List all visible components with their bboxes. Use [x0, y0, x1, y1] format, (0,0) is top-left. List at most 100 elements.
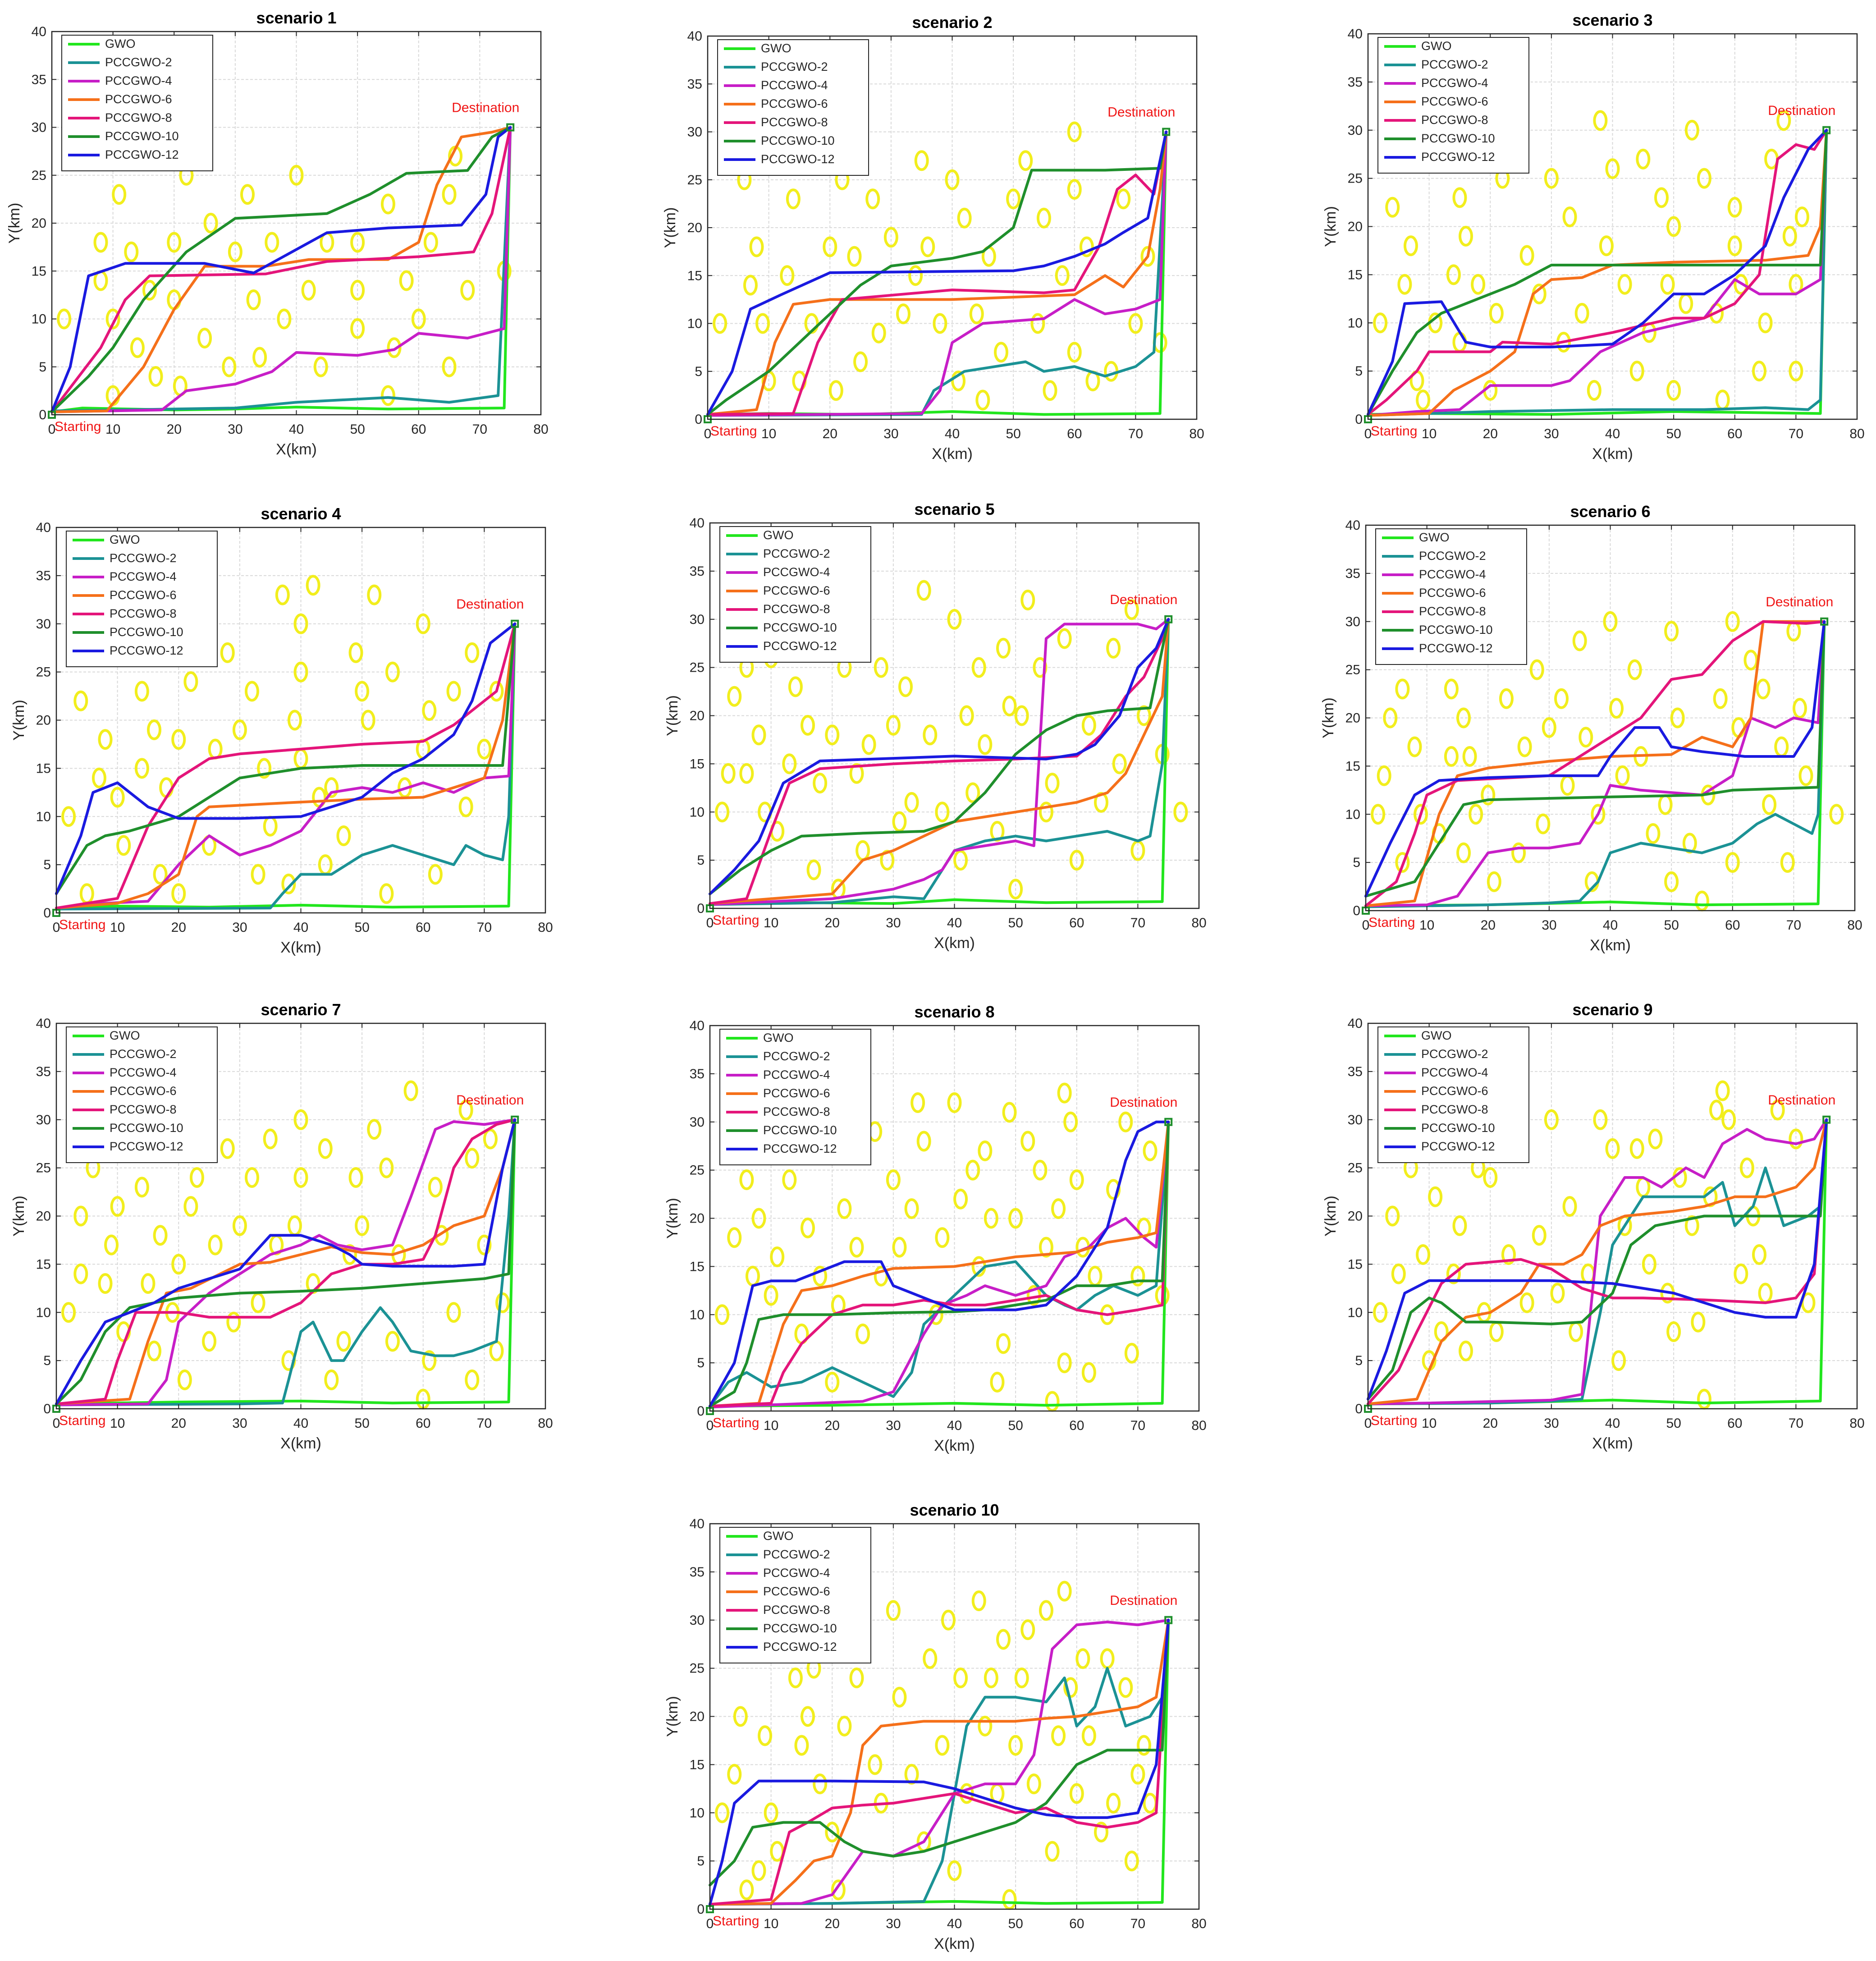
y-tick-label: 30 — [1345, 614, 1360, 629]
obstacle-marker — [1143, 1140, 1158, 1161]
obstacle-marker — [1452, 187, 1467, 208]
x-tick-label: 40 — [293, 1416, 308, 1431]
x-tick-label: 10 — [110, 1416, 125, 1431]
obstacle-marker — [1670, 707, 1685, 729]
x-tick-label: 40 — [1603, 918, 1618, 933]
y-tick-label: 30 — [687, 125, 702, 140]
obstacle-marker — [1511, 842, 1526, 863]
obstacle-marker — [751, 1860, 766, 1881]
series-line-pccgwo-4 — [50, 126, 512, 413]
obstacle-marker — [933, 313, 947, 334]
x-tick-label: 10 — [1422, 1416, 1437, 1431]
y-tick-label: 0 — [1353, 903, 1360, 918]
x-axis-label: X(km) — [1590, 937, 1631, 954]
obstacle-marker — [1130, 1764, 1145, 1785]
x-tick-label: 40 — [947, 916, 962, 930]
x-tick-label: 40 — [947, 1418, 962, 1433]
obstacle-marker — [1057, 1581, 1072, 1602]
y-tick-label: 35 — [1348, 75, 1363, 90]
obstacle-marker — [853, 351, 868, 372]
legend-label: PCCGWO-2 — [110, 551, 177, 565]
destination-marker — [1822, 1115, 1831, 1124]
obstacle-marker — [105, 308, 120, 330]
obstacle-marker — [1574, 302, 1589, 324]
legend-label: PCCGWO-4 — [1421, 1066, 1488, 1079]
x-tick-label: 20 — [171, 920, 186, 935]
series-line-pccgwo-2 — [1367, 1118, 1828, 1406]
destination-marker — [1822, 126, 1831, 134]
chart-panel-9: Starting Destination 0 10 20 30 40 50 60 70 80 0 5 10… — [1322, 1000, 1865, 1452]
obstacle-marker — [465, 1148, 480, 1169]
x-tick-label: 30 — [232, 1416, 247, 1431]
obstacle-marker — [953, 1188, 968, 1210]
series-line-pccgwo-6 — [709, 1618, 1170, 1906]
series-line-pccgwo-8 — [709, 618, 1170, 905]
obstacle-marker — [886, 1169, 901, 1190]
legend: GWO PCCGWO-2 PCCGWO-4 PCCGWO-6 PCCGWO-8 PCCGW… — [717, 39, 869, 176]
obstacle-marker — [1776, 110, 1791, 131]
obstacle-marker — [1829, 804, 1844, 825]
obstacle-marker — [1519, 1292, 1534, 1313]
obstacle-marker — [177, 1369, 192, 1390]
obstacle-marker — [755, 313, 770, 334]
obstacle-marker — [446, 1302, 461, 1323]
destination-marker — [511, 1115, 519, 1124]
y-tick-label: 5 — [39, 360, 46, 375]
series-line-pccgwo-4 — [709, 1120, 1170, 1409]
y-tick-label: 15 — [1348, 267, 1363, 282]
obstacle-marker — [355, 681, 370, 702]
series-line-gwo — [55, 1118, 517, 1406]
x-axis-label: X(km) — [934, 1935, 975, 1952]
legend-label: PCCGWO-2 — [763, 1049, 830, 1063]
legend-label: PCCGWO-2 — [110, 1047, 177, 1061]
legend-box — [66, 1026, 218, 1163]
legend: GWO PCCGWO-2 PCCGWO-4 PCCGWO-6 PCCGWO-8 PCCGW… — [719, 1527, 871, 1663]
legend-label: GWO — [105, 37, 136, 50]
obstacle-marker — [252, 347, 267, 368]
obstacle-marker — [990, 1371, 1005, 1393]
x-axis-label: X(km) — [276, 441, 317, 458]
y-tick-label: 30 — [1348, 123, 1363, 138]
y-tick-label: 40 — [1348, 1016, 1363, 1031]
legend-label: GWO — [763, 1031, 794, 1045]
obstacle-marker — [806, 859, 821, 880]
obstacle-marker — [399, 270, 414, 291]
obstacle-marker — [1648, 1128, 1663, 1150]
x-tick-label: 40 — [1605, 426, 1620, 441]
obstacle-marker — [1762, 794, 1777, 815]
obstacle-marker — [380, 385, 395, 406]
y-tick-label: 15 — [36, 1257, 51, 1272]
obstacle-marker — [477, 1234, 492, 1255]
obstacle-marker — [1094, 1822, 1108, 1842]
obstacle-marker — [886, 715, 901, 736]
obstacle-marker — [1416, 389, 1431, 411]
obstacle-marker — [1373, 312, 1388, 334]
series-line-pccgwo-10 — [1367, 1118, 1828, 1401]
y-axis-label: Y(km) — [1322, 1196, 1339, 1237]
x-tick-label: 30 — [232, 920, 247, 935]
obstacle-marker — [245, 681, 259, 702]
destination-marker — [1164, 615, 1173, 623]
obstacle-marker — [1452, 1215, 1467, 1236]
y-tick-label: 40 — [687, 29, 702, 44]
obstacle-marker — [984, 1668, 998, 1688]
obstacle-marker — [1782, 225, 1797, 247]
obstacle-marker — [73, 690, 88, 711]
x-tick-label: 30 — [1544, 1416, 1559, 1431]
y-tick-label: 35 — [1348, 1064, 1363, 1079]
x-tick-label: 0 — [1364, 426, 1372, 441]
obstacle-marker — [780, 265, 795, 286]
chart-panel-2: Starting Destination 0 10 20 30 40 50 60 70 80 0 5 10… — [662, 13, 1204, 463]
x-tick-label: 10 — [761, 426, 776, 441]
legend-label: PCCGWO-10 — [110, 625, 183, 639]
series-line-pccgwo-4 — [1364, 620, 1826, 907]
legend-label: PCCGWO-8 — [763, 602, 830, 616]
obstacle-marker — [831, 1879, 846, 1901]
obstacle-marker — [465, 1369, 480, 1390]
obstacle-marker — [293, 613, 308, 634]
obstacle-marker — [348, 1167, 363, 1188]
legend-label: PCCGWO-2 — [763, 1548, 830, 1561]
obstacle-marker — [1605, 158, 1620, 179]
obstacle-marker — [1395, 852, 1410, 873]
start-label: Starting — [710, 424, 757, 439]
